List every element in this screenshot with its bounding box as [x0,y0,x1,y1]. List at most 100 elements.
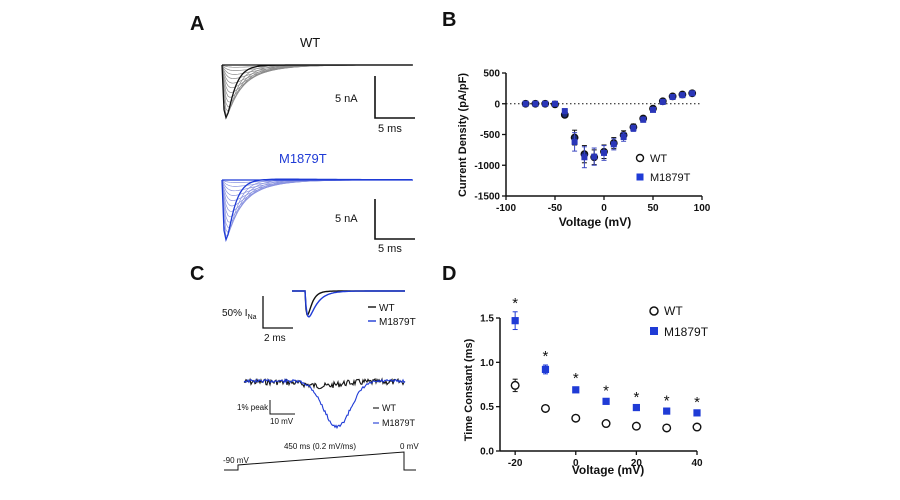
panel-c-ramp-scale-bar [269,400,295,415]
panel-b-x-tick-label: 50 [647,203,659,214]
panel-b-point-mut [630,125,637,132]
panel-letter-a: A [190,13,204,35]
panel-b-legend-mut-marker [636,173,644,181]
panel-a-scale-current-top: 5 nA [335,93,358,105]
panel-c-protocol-duration: 450 ms (0.2 mV/ms) [284,442,356,451]
panel-d-x-tick-label: 20 [631,458,643,469]
current-trace [221,64,412,98]
panel-b-y-tick-label: -1000 [474,161,500,172]
panel-b-legend-mut: M1879T [650,172,691,184]
panel-b-marks [521,89,697,169]
panel-c-legend-wt: WT [379,303,395,314]
panel-d-point-wt [601,419,611,429]
panel-d-point-mut [572,386,580,394]
panel-b-point-mut [571,138,578,145]
panel-d-x-axis-label: Voltage (mV) [572,463,644,477]
panel-d-y-tick-label: 0.0 [480,447,494,458]
panel-b-x-tick-label: -50 [548,203,563,214]
panel-c-normalized-trace-mut [292,290,405,318]
panel-d-legend: WT M1879T [649,304,709,339]
current-trace [221,64,412,108]
panel-b-point-mut [542,100,549,107]
panel-d-x-tick-label: 0 [573,458,579,469]
panel-b-point-mut [532,100,539,107]
panel-b-point-mut [552,100,558,107]
panel-c-ramp-legend-mut: M1879T [382,418,416,428]
panel-b-y-axis-label: Current Density (pA/pF) [457,73,469,197]
panel-b-chart: B Current Density (pA/pF) Voltage (mV) 5… [442,9,711,229]
panel-a-scale-bar-bottom [374,199,415,240]
panel-a-wt-traces [221,64,413,120]
panel-d-significance-star: * [694,394,700,411]
current-trace [221,179,412,223]
panel-c-voltage-protocol [224,451,416,471]
panel-d-significance-star: * [512,295,518,312]
panel-b-y-tick-label: 500 [483,69,500,80]
panel-b-legend-wt: WT [650,153,667,165]
current-trace [221,64,412,120]
panel-d-significance-star: * [664,392,670,409]
panel-a-scale-time-bottom: 5 ms [378,243,402,255]
panel-c-protocol-start: -90 mV [223,456,249,465]
panel-a-scale-bar-top [374,76,415,119]
current-trace [221,179,412,218]
panel-d-legend-mut-marker [650,327,658,335]
panel-d-marks: * * * * * * * [510,295,702,433]
current-trace [221,64,412,103]
panel-d-legend-mut: M1879T [664,325,709,339]
panel-d-legend-wt-marker [649,306,659,316]
panel-b-point-mut [640,116,647,123]
panel-d-y-tick-label: 1.5 [480,314,494,325]
panel-d-legend-wt: WT [664,304,683,318]
panel-c-ramp-scale-current: 1% peak [237,403,269,412]
panel-b-point-mut [581,154,588,161]
panel-b-x-tick-label: -100 [496,203,516,214]
panel-b-point-mut [522,100,529,107]
panel-c-scale-bar [262,296,293,329]
panel-a: A WT 5 nA 5 ms M1879T 5 nA 5 ms [190,13,415,255]
panel-c: C 50% INa 2 ms WT M1879T 1% peak 10 mV W… [190,263,419,471]
panel-b-x-tick-label: 0 [601,203,607,214]
panel-b-y-tick-label: -500 [480,130,500,141]
panel-b-point-mut [679,92,686,99]
panel-d-significance-star: * [543,348,549,365]
panel-d-point-mut [632,403,640,412]
current-trace [221,64,412,75]
panel-c-scale-time: 2 ms [264,333,286,344]
panel-c-ramp-scale-voltage: 10 mV [270,417,294,426]
panel-c-ramp-legend-wt: WT [382,403,396,413]
panel-d-point-wt [571,413,581,423]
panel-d-y-tick-label: 1.0 [480,358,494,369]
panel-d-x-tick-label: -20 [508,458,523,469]
panel-d-point-mut [511,317,519,325]
panel-b-legend-wt-marker [635,153,645,163]
panel-b-x-tick-label: 100 [694,203,711,214]
panel-b-point-mut [620,133,627,140]
panel-d-x-tick-label: 40 [691,458,703,469]
panel-d-point-wt [662,423,672,433]
panel-c-scale-current: 50% INa [222,308,257,321]
panel-d-y-tick-label: 0.5 [480,402,494,413]
current-trace [221,64,412,115]
panel-d-point-wt [540,403,550,413]
panel-a-scale-time-top: 5 ms [378,123,402,135]
panel-b-point-mut [591,153,598,160]
panel-b-point-mut [659,98,666,105]
panel-d-point-mut [663,407,671,415]
panel-letter-b: B [442,9,456,31]
panel-a-wt-label: WT [300,35,320,50]
panel-b-point-mut [610,141,617,148]
panel-d-point-mut [602,397,610,405]
current-trace [221,178,412,242]
panel-d-point-wt [692,422,702,432]
panel-d-significance-star: * [633,389,639,406]
current-trace [221,179,412,192]
panel-d-point-wt [510,380,520,390]
panel-d-point-wt [631,421,641,431]
panel-c-ramp-trace-mut [243,377,406,430]
panel-c-protocol-end: 0 mV [400,442,419,451]
panel-b-point-mut [689,90,696,97]
panel-d-point-mut [541,365,550,374]
panel-b-y-tick-label: 0 [494,99,500,110]
